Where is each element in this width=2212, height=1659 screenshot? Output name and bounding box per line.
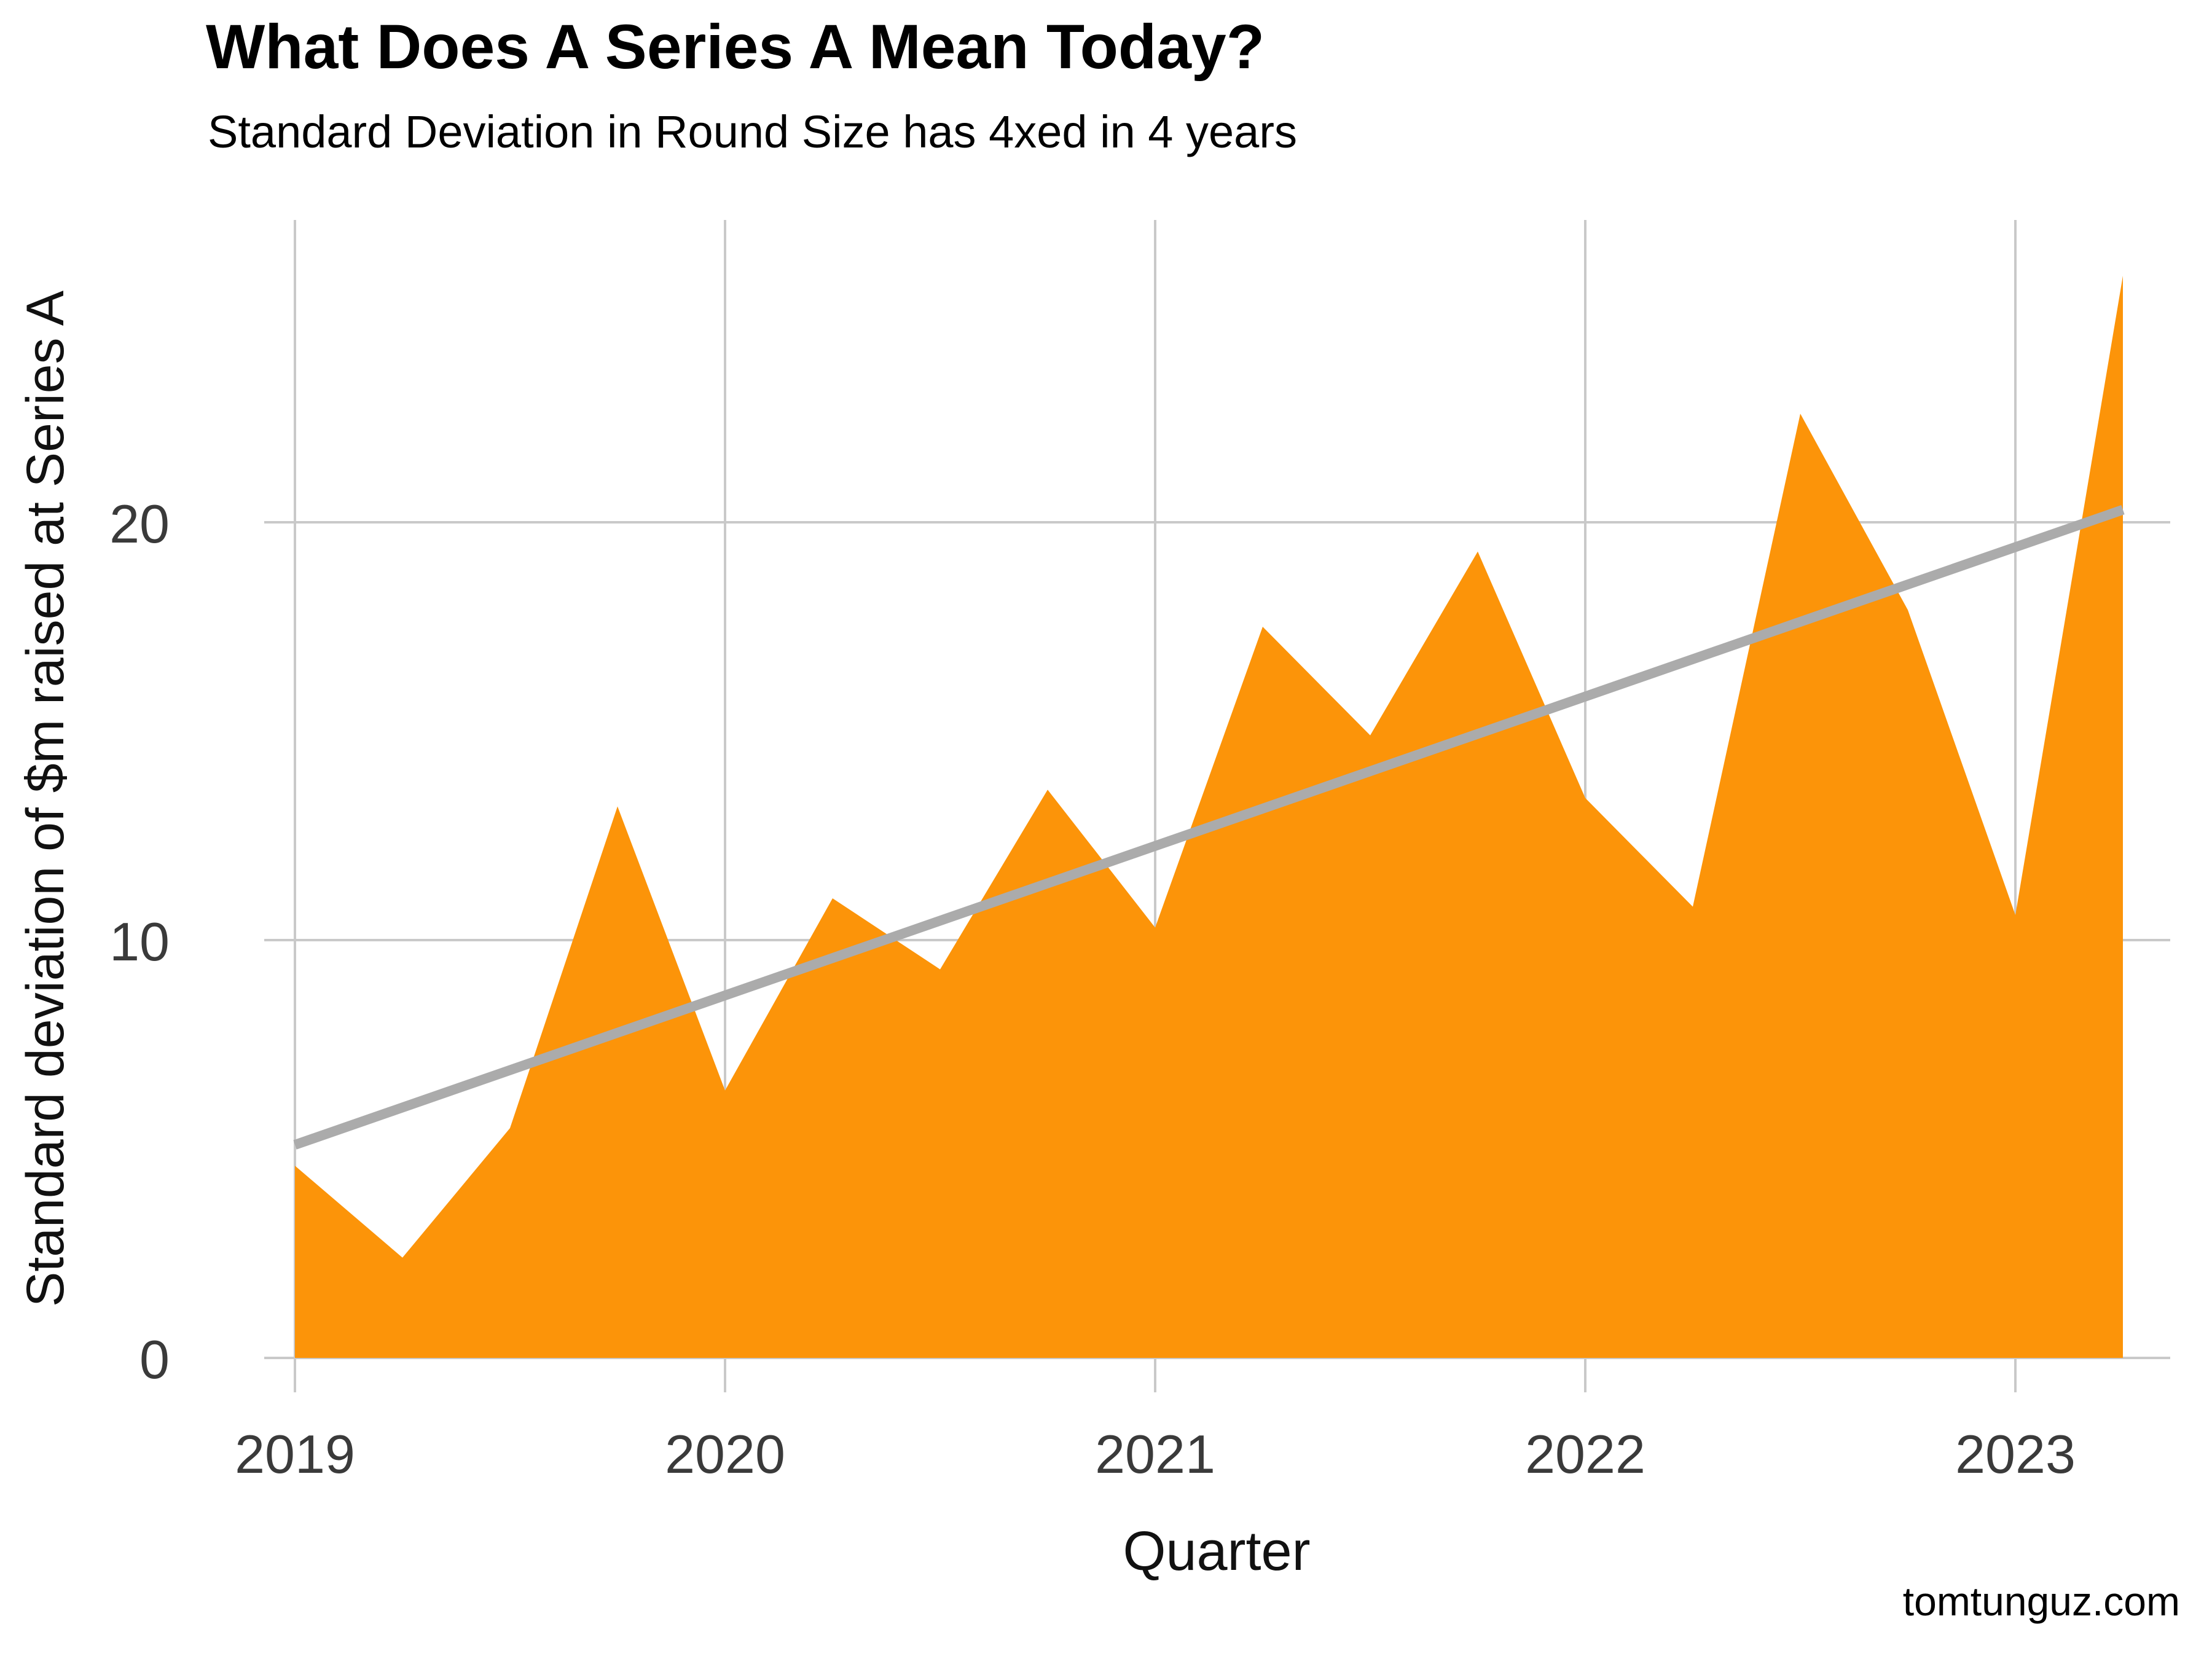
page-subtitle: Standard Deviation in Round Size has 4xe…	[208, 106, 1297, 157]
x-tick-2019: 2019	[235, 1424, 355, 1484]
y-tick-0: 0	[139, 1329, 170, 1390]
y-tick-20: 20	[109, 493, 170, 554]
y-axis-title: Standard deviation of $m raised at Serie…	[16, 290, 75, 1308]
x-tick-2022: 2022	[1525, 1424, 1645, 1484]
area-series	[295, 275, 2123, 1358]
y-tick-10: 10	[109, 911, 170, 972]
footer-credit: tomtunguz.com	[1902, 1579, 2180, 1624]
x-tick-2021: 2021	[1095, 1424, 1215, 1484]
x-tick-2023: 2023	[1955, 1424, 2076, 1484]
x-tick-2020: 2020	[665, 1424, 785, 1484]
trend-line	[293, 505, 2125, 1150]
x-axis-title: Quarter	[1123, 1521, 1311, 1582]
page-title: What Does A Series A Mean Today?	[206, 12, 1265, 82]
